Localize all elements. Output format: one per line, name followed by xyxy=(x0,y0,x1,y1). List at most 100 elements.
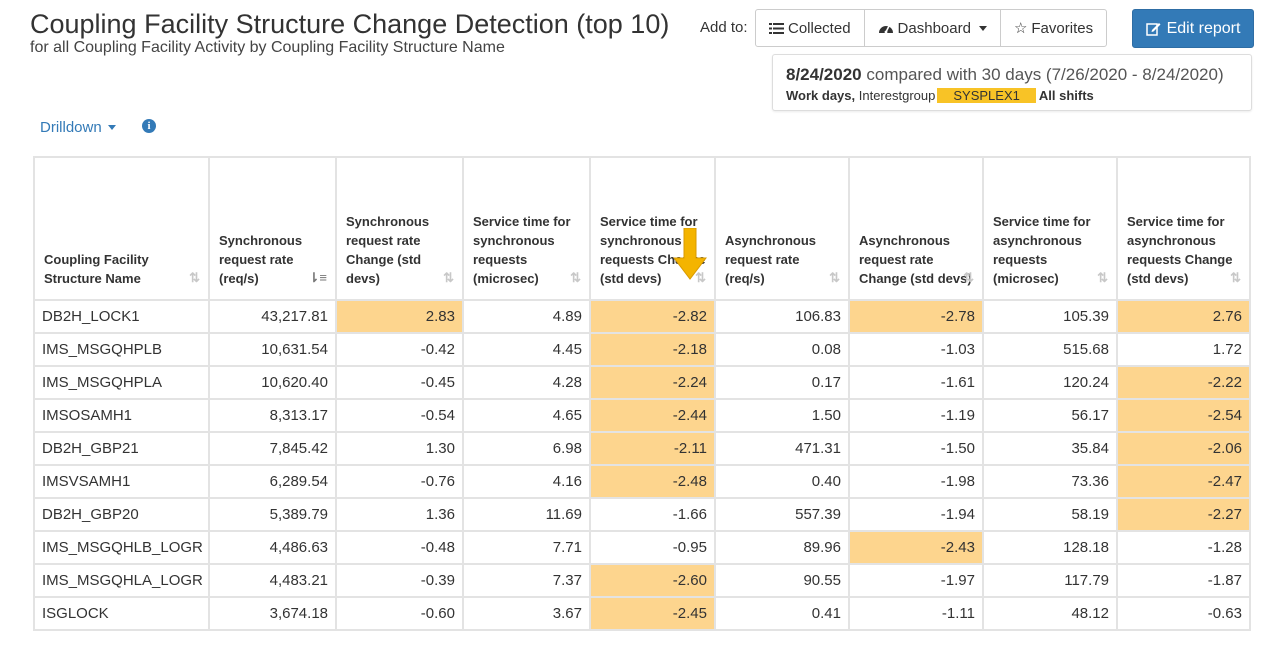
table-row[interactable]: IMS_MSGQHLA_LOGR 4,483.21 -0.39 7.37 -2.60 90… xyxy=(33,563,1251,598)
collected-button[interactable]: Collected xyxy=(756,10,864,46)
table-cell: 120.24 xyxy=(982,365,1118,400)
table-cell: 4.65 xyxy=(462,398,591,433)
table-cell: 105.39 xyxy=(982,299,1118,334)
column-header[interactable]: Service time for synchronous requests (m… xyxy=(462,156,591,301)
sort-icon[interactable]: ⇅ xyxy=(963,270,974,285)
chevron-down-icon xyxy=(978,25,987,31)
dashboard-button[interactable]: Dashboard xyxy=(863,10,1000,46)
table-row[interactable]: ISGLOCK 3,674.18 -0.60 3.67 -2.45 0.41 -1.11 48… xyxy=(33,596,1251,631)
column-header[interactable]: Service time for synchronous requests Ch… xyxy=(589,156,716,301)
table-cell: -1.03 xyxy=(848,332,984,367)
column-header-label: Service time for synchronous requests Ch… xyxy=(600,214,706,286)
column-header-label: Synchronous request rate Change (std dev… xyxy=(346,214,430,286)
comparison-range: compared with 30 days (7/26/2020 - 8/24/… xyxy=(866,65,1224,84)
table-row[interactable]: IMS_MSGQHPLB 10,631.54 -0.42 4.45 -2.18 0.08-… xyxy=(33,332,1251,367)
column-header-label: Service time for synchronous requests (m… xyxy=(473,214,571,286)
sort-icon[interactable]: ⇅ xyxy=(189,270,200,285)
column-header[interactable]: Service time for asynchronous requests (… xyxy=(982,156,1118,301)
structure-table: Coupling Facility Structure Name ⇅ Synchro… xyxy=(33,156,1251,631)
sort-icon[interactable]: ⇅ xyxy=(695,270,706,285)
table-cell: -0.45 xyxy=(335,365,464,400)
structure-name-cell: DB2H_GBP20 xyxy=(33,497,210,532)
table-cell: -1.66 xyxy=(589,497,716,532)
table-cell: -0.39 xyxy=(335,563,464,598)
table-cell: 2.76 xyxy=(1116,299,1251,334)
info-icon[interactable]: i xyxy=(142,119,156,133)
table-cell: 6,289.54 xyxy=(208,464,337,499)
sort-icon[interactable]: ⇅ xyxy=(1097,270,1108,285)
edit-report-button[interactable]: Edit report xyxy=(1132,9,1254,48)
favorites-button[interactable]: ☆ Favorites xyxy=(999,10,1106,46)
sort-icon[interactable]: ⇅ xyxy=(570,270,581,285)
table-cell: 89.96 xyxy=(714,530,850,565)
column-header[interactable]: Asynchronous request rate (req/s) ⇅ xyxy=(714,156,850,301)
table-cell: -2.78 xyxy=(848,299,984,334)
work-days-label: Work days, xyxy=(786,88,856,103)
table-cell: 10,620.40 xyxy=(208,365,337,400)
sort-icon[interactable]: ⇅ xyxy=(1230,270,1241,285)
column-header[interactable]: Service time for asynchronous requests C… xyxy=(1116,156,1251,301)
table-cell: -2.24 xyxy=(589,365,716,400)
table-cell: -2.27 xyxy=(1116,497,1251,532)
table-cell: -1.50 xyxy=(848,431,984,466)
list-icon xyxy=(769,22,784,34)
table-cell: -1.19 xyxy=(848,398,984,433)
structure-name-cell: ISGLOCK xyxy=(33,596,210,631)
table-row[interactable]: IMSOSAMH1 8,313.17 -0.54 4.65 -2.44 1.50 -1.19… xyxy=(33,398,1251,433)
table-row[interactable]: DB2H_GBP20 5,389.79 1.36 11.69 -1.66 557.39 -1… xyxy=(33,497,1251,532)
table-cell: -2.11 xyxy=(589,431,716,466)
table-cell: 1.30 xyxy=(335,431,464,466)
column-header[interactable]: Asynchronous request rate Change (std de… xyxy=(848,156,984,301)
table-cell: 4.16 xyxy=(462,464,591,499)
drilldown-label: Drilldown xyxy=(40,119,102,136)
add-to-label: Add to: xyxy=(700,19,748,36)
table-cell: -1.94 xyxy=(848,497,984,532)
column-header[interactable]: Synchronous request rate (req/s) ⇂≡ xyxy=(208,156,337,301)
table-cell: -2.82 xyxy=(589,299,716,334)
table-cell: 4,483.21 xyxy=(208,563,337,598)
table-cell: -0.63 xyxy=(1116,596,1251,631)
column-header-label: Service time for asynchronous requests C… xyxy=(1127,214,1233,286)
chevron-down-icon xyxy=(107,125,116,130)
column-header-label: Asynchronous request rate Change (std de… xyxy=(859,233,972,286)
table-cell: -2.47 xyxy=(1116,464,1251,499)
table-cell: 0.40 xyxy=(714,464,850,499)
sort-descending-icon[interactable]: ⇂≡ xyxy=(308,270,327,285)
table-cell: 4,486.63 xyxy=(208,530,337,565)
table-cell: 4.89 xyxy=(462,299,591,334)
table-cell: 10,631.54 xyxy=(208,332,337,367)
sort-icon[interactable]: ⇅ xyxy=(443,270,454,285)
table-row[interactable]: IMSVSAMH1 6,289.54 -0.76 4.16 -2.48 0.40 -1.98… xyxy=(33,464,1251,499)
add-to-button-group: Collected Dashboard ☆ Favorites xyxy=(755,9,1108,47)
shifts-label: All shifts xyxy=(1038,88,1094,103)
structure-name-cell: IMSVSAMH1 xyxy=(33,464,210,499)
drilldown-dropdown[interactable]: Drilldown xyxy=(40,119,116,136)
table-cell: 11.69 xyxy=(462,497,591,532)
column-header-label: Service time for asynchronous requests (… xyxy=(993,214,1091,286)
table-cell: 0.08 xyxy=(714,332,850,367)
table-row[interactable]: DB2H_GBP21 7,845.42 1.30 6.98 -2.11 471.31 -1.… xyxy=(33,431,1251,466)
table-cell: 4.28 xyxy=(462,365,591,400)
table-cell: 48.12 xyxy=(982,596,1118,631)
table-cell: 58.19 xyxy=(982,497,1118,532)
sort-icon[interactable]: ⇅ xyxy=(829,270,840,285)
collected-label: Collected xyxy=(788,19,851,37)
table-cell: -1.97 xyxy=(848,563,984,598)
column-header[interactable]: Coupling Facility Structure Name ⇅ xyxy=(33,156,210,301)
table-row[interactable]: IMS_MSGQHPLA 10,620.40 -0.45 4.28 -2.24 0.17-… xyxy=(33,365,1251,400)
table-cell: 128.18 xyxy=(982,530,1118,565)
dashboard-label: Dashboard xyxy=(897,19,971,37)
column-header[interactable]: Synchronous request rate Change (std dev… xyxy=(335,156,464,301)
table-row[interactable]: IMS_MSGQHLB_LOGR 4,486.63 -0.48 7.71 -0.95 89… xyxy=(33,530,1251,565)
column-header-label: Asynchronous request rate (req/s) xyxy=(725,233,817,286)
structure-name-cell: IMS_MSGQHLA_LOGR xyxy=(33,563,210,598)
column-header-label: Synchronous request rate (req/s) xyxy=(219,233,303,286)
table-cell: -0.54 xyxy=(335,398,464,433)
table-cell: 5,389.79 xyxy=(208,497,337,532)
table-row[interactable]: DB2H_LOCK1 43,217.81 2.83 4.89 -2.82 106.83 -2… xyxy=(33,299,1251,334)
table-cell: -0.76 xyxy=(335,464,464,499)
table-cell: 515.68 xyxy=(982,332,1118,367)
star-icon: ☆ xyxy=(1013,20,1028,37)
table-cell: -2.43 xyxy=(848,530,984,565)
table-cell: 1.36 xyxy=(335,497,464,532)
